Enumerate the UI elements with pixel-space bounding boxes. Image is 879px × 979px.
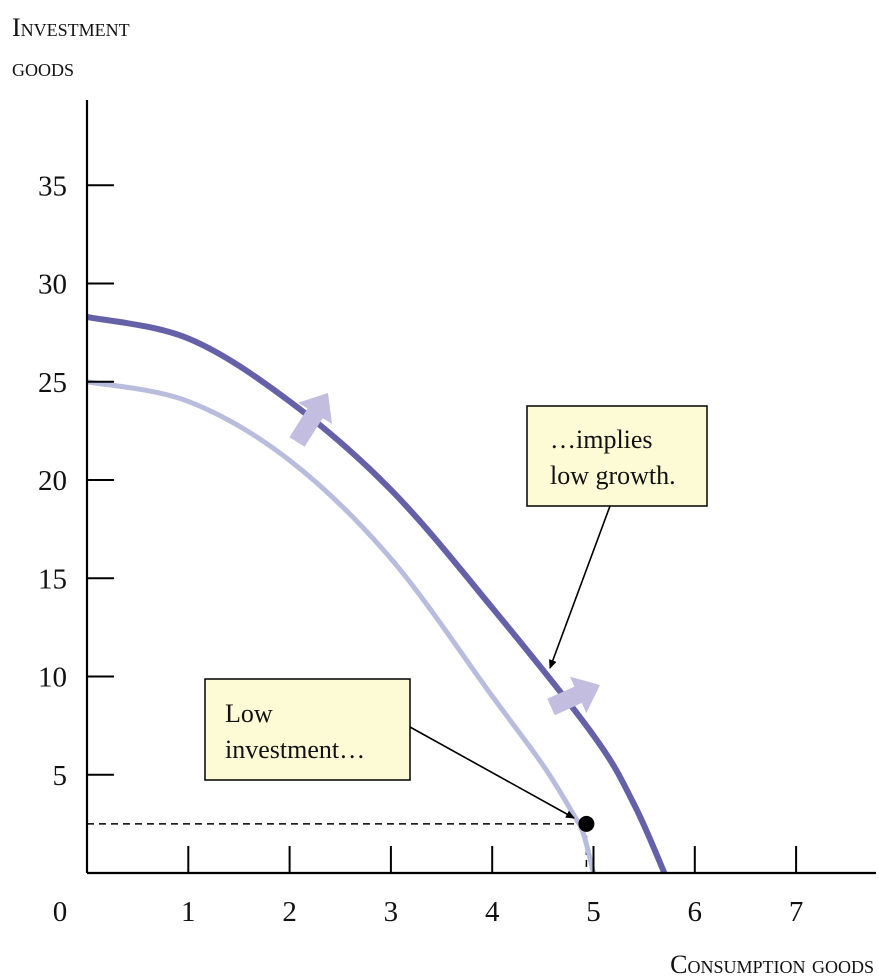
y-tick-label: 10 [38,662,67,694]
x-axis-title: Consumption goods [670,950,874,979]
ppf-curves [86,313,668,875]
low-growth-line-1: …implies [550,425,653,454]
low-growth-annotation: …implies low growth. [526,405,708,669]
x-tick-label: 5 [586,896,601,928]
x-tick-label: 3 [384,896,399,928]
upper-shift-arrow [289,393,333,447]
low-growth-line-2: low growth. [550,461,676,490]
x-tick-label: 4 [485,896,500,928]
shifted-frontier [86,313,668,875]
initial-frontier [86,379,596,874]
low-investment-line-2: investment… [225,735,365,764]
y-axis-title-line-2: goods [12,53,74,82]
y-tick-label: 15 [38,563,67,595]
shift-arrows [289,393,600,716]
axes [85,100,876,875]
x-tick-label: 0 [53,896,68,928]
lower-shift-arrow [547,676,600,716]
low-growth-box [526,405,708,507]
allocation-point [578,815,595,832]
x-tick-label: 7 [789,896,804,928]
y-tick-label: 30 [38,269,67,301]
y-tick-label: 20 [38,465,67,497]
low-investment-line-1: Low [225,699,273,728]
low-investment-leader [409,726,575,819]
x-tick-label: 2 [282,896,297,928]
x-tick-label: 6 [688,896,703,928]
y-tick-label: 25 [38,367,67,399]
low-investment-annotation: Low investment… [204,678,575,819]
low-growth-leader [549,505,611,669]
x-tick-label: 1 [181,896,196,928]
low-investment-point [578,815,595,832]
y-tick-label: 5 [53,760,68,792]
guide-lines [87,823,588,873]
low-investment-box [204,678,411,781]
y-tick-label: 35 [38,170,67,202]
y-axis-title-line-1: Investment [12,13,130,42]
tick-marks: 5 10 15 20 25 30 35 0 1 2 3 4 5 6 7 [38,170,803,928]
